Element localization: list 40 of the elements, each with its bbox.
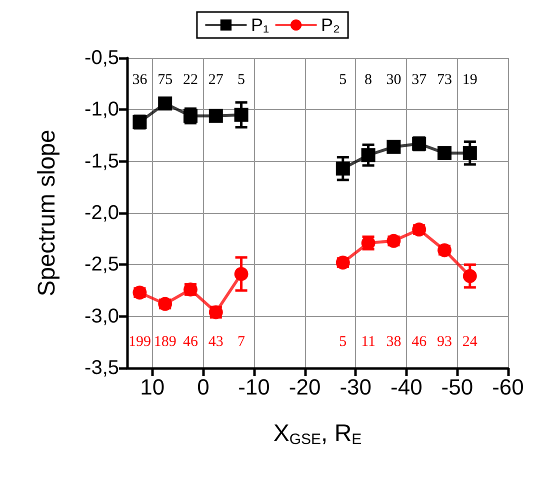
annotation: 46 bbox=[183, 334, 198, 350]
x-tick-label: -20 bbox=[288, 374, 321, 400]
x-tick-label: 0 bbox=[197, 374, 210, 400]
x-tick-label: -50 bbox=[441, 374, 474, 400]
annotation: 5 bbox=[339, 72, 347, 88]
annotation: 75 bbox=[158, 72, 173, 88]
y-tick-label: -3,0 bbox=[84, 305, 119, 328]
annotation: 11 bbox=[361, 334, 376, 350]
annotation: 38 bbox=[386, 334, 402, 350]
x-tick-label: -40 bbox=[390, 374, 422, 400]
y-tick-label: -0,5 bbox=[84, 47, 119, 69]
annotation: 8 bbox=[364, 72, 372, 88]
annotation: 36 bbox=[132, 72, 148, 88]
annotation: 5 bbox=[339, 334, 347, 350]
annotation: 7 bbox=[238, 334, 246, 350]
annotation: 46 bbox=[412, 334, 428, 350]
annotation: 37 bbox=[412, 72, 428, 88]
y-tick-label: -1,5 bbox=[84, 150, 119, 172]
y-axis-title: Spectrum slope bbox=[34, 130, 60, 296]
y-tick-label: -2,5 bbox=[84, 254, 119, 276]
annotation: 22 bbox=[183, 72, 198, 88]
annotation: 19 bbox=[462, 72, 478, 88]
annotation: 93 bbox=[437, 334, 452, 350]
annotation: 189 bbox=[154, 334, 176, 350]
annotation: 27 bbox=[208, 72, 224, 88]
annotation: 73 bbox=[437, 72, 452, 88]
annotation: 199 bbox=[128, 334, 151, 350]
y-tick-label: -1,0 bbox=[84, 98, 119, 121]
annotation: 5 bbox=[238, 72, 246, 88]
x-tick-label: -60 bbox=[492, 374, 524, 400]
legend-label: P₁ bbox=[250, 15, 270, 35]
legend-label: P₂ bbox=[321, 15, 340, 35]
y-tick-label: -2,0 bbox=[84, 202, 119, 224]
annotation: 43 bbox=[208, 334, 224, 350]
annotation: 24 bbox=[462, 334, 478, 350]
x-tick-label: 10 bbox=[140, 374, 165, 400]
annotation: 30 bbox=[386, 72, 402, 88]
x-tick-label: -30 bbox=[340, 374, 372, 400]
x-tick-label: -10 bbox=[238, 374, 270, 400]
y-tick-label: -3,5 bbox=[84, 357, 119, 379]
